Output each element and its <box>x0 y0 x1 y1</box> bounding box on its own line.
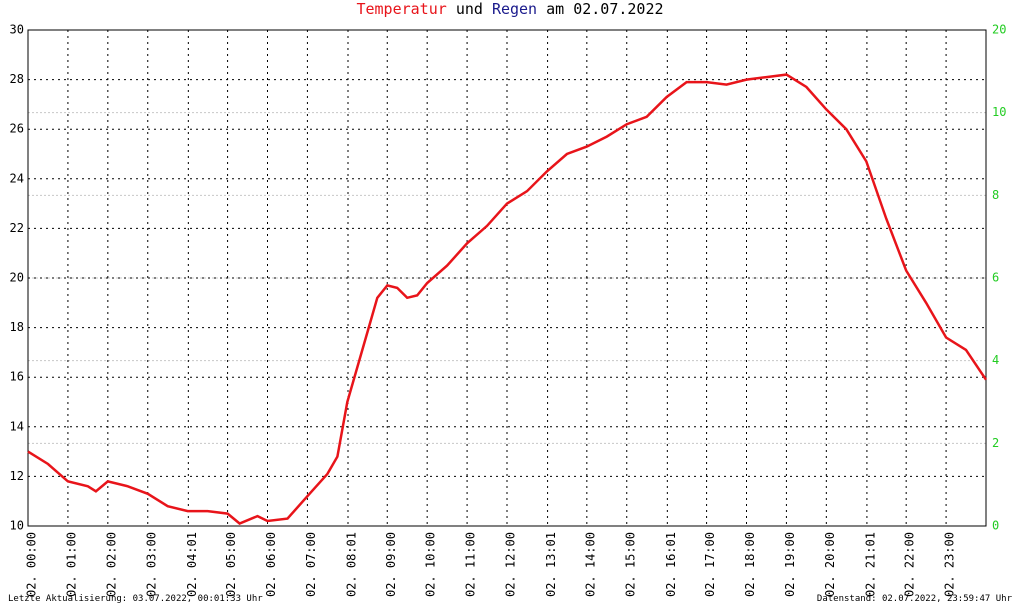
y-tick-label: 24 <box>10 171 24 185</box>
y2-top-label: 20 <box>992 23 1006 37</box>
x-tick-label: 02. 18:00 <box>743 532 757 597</box>
x-tick-label: 02. 15:00 <box>623 532 637 597</box>
x-tick-label: 02. 20:00 <box>823 532 837 597</box>
x-tick-label: 02. 17:00 <box>703 532 717 597</box>
y-tick-label: 26 <box>10 122 24 136</box>
y-tick-label: 12 <box>10 469 24 483</box>
x-tick-label: 02. 16:01 <box>664 532 678 597</box>
y-tick-label: 10 <box>10 519 24 533</box>
x-tick-label: 02. 13:01 <box>544 532 558 597</box>
y2-tick-label: 6 <box>992 271 999 285</box>
y-tick-label: 28 <box>10 72 24 86</box>
y2-tick-label: 8 <box>992 188 999 202</box>
y-tick-label: 22 <box>10 221 24 235</box>
x-tick-label: 02. 00:00 <box>25 532 39 597</box>
footer-right: Datenstand: 02.07.2022, 23:59:47 Uhr <box>817 594 1013 604</box>
x-tick-label: 02. 14:00 <box>583 532 597 597</box>
x-tick-label: 02. 19:00 <box>783 532 797 597</box>
y2-tick-label: 4 <box>992 353 999 367</box>
x-tick-label: 02. 07:00 <box>304 532 318 597</box>
footer-left: Letzte Aktualisierung: 03.07.2022, 00:01… <box>8 594 263 604</box>
x-tick-label: 02. 06:00 <box>264 532 278 597</box>
y2-tick-label: 10 <box>992 105 1006 119</box>
x-tick-label: 02. 12:00 <box>504 532 518 597</box>
x-tick-label: 02. 03:00 <box>144 532 158 597</box>
x-tick-label: 02. 01:00 <box>64 532 78 597</box>
x-tick-label: 02. 09:00 <box>384 532 398 597</box>
x-tick-label: 02. 05:00 <box>224 532 238 597</box>
series-line <box>27 73 988 525</box>
title-text: und <box>456 0 483 18</box>
title-text: am 02.07.2022 <box>546 0 663 18</box>
y2-tick-label: 2 <box>992 436 999 450</box>
x-tick-label: 02. 22:00 <box>903 532 917 597</box>
title-series: Temperatur <box>356 0 446 18</box>
x-tick-label: 02. 04:01 <box>185 532 199 597</box>
y-tick-label: 14 <box>10 419 24 433</box>
x-tick-label: 02. 23:00 <box>943 532 957 597</box>
y-tick-label: 30 <box>10 23 24 37</box>
y-tick-label: 18 <box>10 320 24 334</box>
y-tick-label: 20 <box>10 271 24 285</box>
x-tick-label: 02. 11:00 <box>464 532 478 597</box>
y2-tick-label: 0 <box>992 519 999 533</box>
x-tick-label: 02. 10:00 <box>424 532 438 597</box>
y-tick-label: 16 <box>10 370 24 384</box>
x-tick-label: 02. 02:00 <box>104 532 118 597</box>
x-tick-label: 02. 21:01 <box>863 532 877 597</box>
title-series: Regen <box>492 0 537 18</box>
x-tick-label: 02. 08:01 <box>344 532 358 597</box>
plot-frame <box>27 29 987 527</box>
chart-title: Temperatur und Regen am 02.07.2022 <box>356 0 663 18</box>
